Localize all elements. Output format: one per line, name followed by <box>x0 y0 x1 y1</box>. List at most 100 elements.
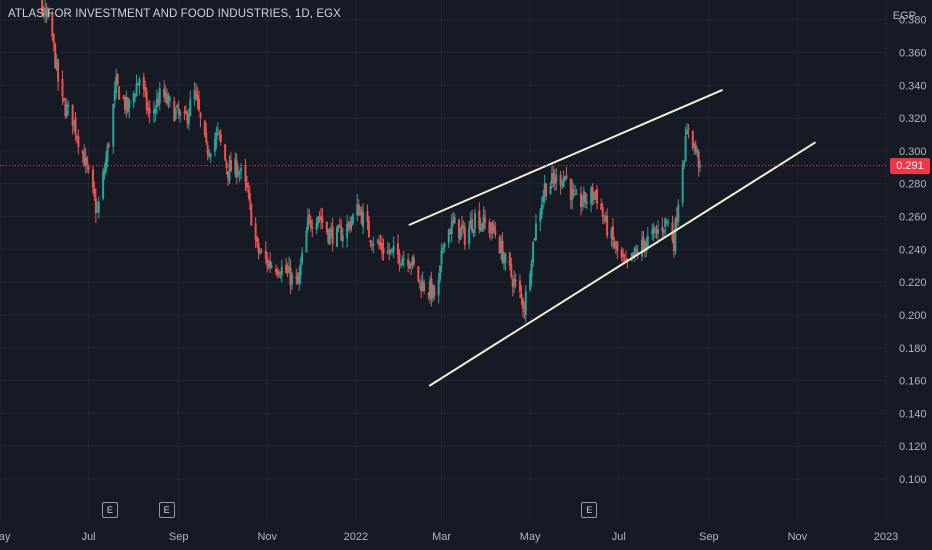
candle-body <box>321 218 324 223</box>
x-tick-label: Jul <box>82 531 96 543</box>
candle-body <box>235 160 238 177</box>
candle-body <box>319 216 322 221</box>
candle-body <box>116 73 119 84</box>
candle-body <box>360 210 363 224</box>
x-tick-label: Jul <box>612 531 626 543</box>
candle-body <box>280 267 283 276</box>
candle-body <box>168 98 171 100</box>
candle-body <box>285 264 288 273</box>
x-tick-label: May <box>0 531 11 543</box>
candle-body <box>206 145 209 155</box>
candle-body <box>229 160 232 172</box>
candle-body <box>388 250 391 253</box>
last-price-tag: 0.291 <box>890 157 930 174</box>
earnings-marker[interactable]: E <box>101 502 118 518</box>
candle-body <box>244 166 247 182</box>
candle-body <box>584 192 587 204</box>
candle-body <box>610 229 613 239</box>
candle-body <box>696 150 699 154</box>
candle-body <box>189 99 192 117</box>
candle-body <box>625 259 628 262</box>
candle-body <box>459 227 462 240</box>
candle-body <box>317 216 320 225</box>
candle-body <box>145 92 148 110</box>
candle-body <box>215 132 218 140</box>
candle-body <box>328 230 331 245</box>
candle-body <box>402 258 405 260</box>
candle-body <box>142 77 145 90</box>
y-tick-label: 0.200 <box>899 310 927 322</box>
candle-body <box>126 97 129 112</box>
candle-body <box>697 152 700 168</box>
candle-body <box>213 139 216 152</box>
candle-body <box>128 99 131 109</box>
candle-body <box>423 283 426 291</box>
candle-body <box>482 215 485 230</box>
candle-body <box>503 259 506 264</box>
candle-body <box>463 226 466 245</box>
candle-body <box>187 114 190 125</box>
candle-body <box>569 178 572 201</box>
candle-body <box>248 193 251 203</box>
candle-body <box>640 239 643 257</box>
candle-body <box>661 227 664 232</box>
candle-body <box>173 100 176 122</box>
candle-body <box>267 261 270 269</box>
y-tick-label: 0.320 <box>899 113 927 125</box>
candle-body <box>136 82 139 86</box>
candle-body <box>511 279 514 288</box>
candle-body <box>238 172 241 174</box>
candle-body <box>611 226 614 241</box>
candle-body <box>86 158 89 166</box>
candle-body <box>620 250 623 258</box>
candle-body <box>572 190 575 193</box>
candle-body <box>664 217 667 228</box>
candle-body <box>308 214 311 219</box>
candle-body <box>199 112 202 118</box>
y-tick-label: 0.260 <box>899 212 927 224</box>
candle-body <box>534 223 537 241</box>
candle-body <box>691 130 694 149</box>
candle-body <box>240 168 243 172</box>
candle-body <box>579 193 582 207</box>
candle-body <box>362 212 365 228</box>
candle-body <box>529 274 532 290</box>
candle-body <box>237 172 240 175</box>
candle-body <box>41 0 44 12</box>
candle-body <box>479 224 482 232</box>
candle-body <box>367 220 370 238</box>
candle-body <box>396 243 399 255</box>
candle-body <box>686 130 689 135</box>
candle-body <box>651 230 654 234</box>
candle-body <box>57 59 60 82</box>
earnings-marker[interactable]: E <box>581 502 598 518</box>
candle-body <box>521 298 524 309</box>
candle-body <box>687 128 690 130</box>
candle-body <box>559 174 562 186</box>
candle-body <box>197 98 200 111</box>
candle-body <box>585 201 588 204</box>
candle-body <box>299 264 302 276</box>
candle-body <box>565 175 568 179</box>
earnings-marker[interactable]: E <box>158 502 175 518</box>
candle-body <box>247 190 250 193</box>
candle-body <box>46 13 49 17</box>
candle-body <box>632 252 635 257</box>
candle-body <box>386 250 389 254</box>
candle-body <box>97 201 100 214</box>
candle-body <box>203 120 206 135</box>
candle-body <box>636 250 639 255</box>
candle-body <box>65 105 68 117</box>
candle-body <box>61 78 64 97</box>
candle-body <box>157 100 160 106</box>
candle-body <box>552 173 555 180</box>
candle-body <box>633 247 636 256</box>
candle-body <box>675 217 678 222</box>
candle-body <box>372 243 375 246</box>
x-tick-label: Nov <box>788 531 808 543</box>
candle-body <box>674 218 677 252</box>
candle-body <box>677 204 680 223</box>
candle-body <box>478 210 481 230</box>
candle-body <box>380 242 383 251</box>
